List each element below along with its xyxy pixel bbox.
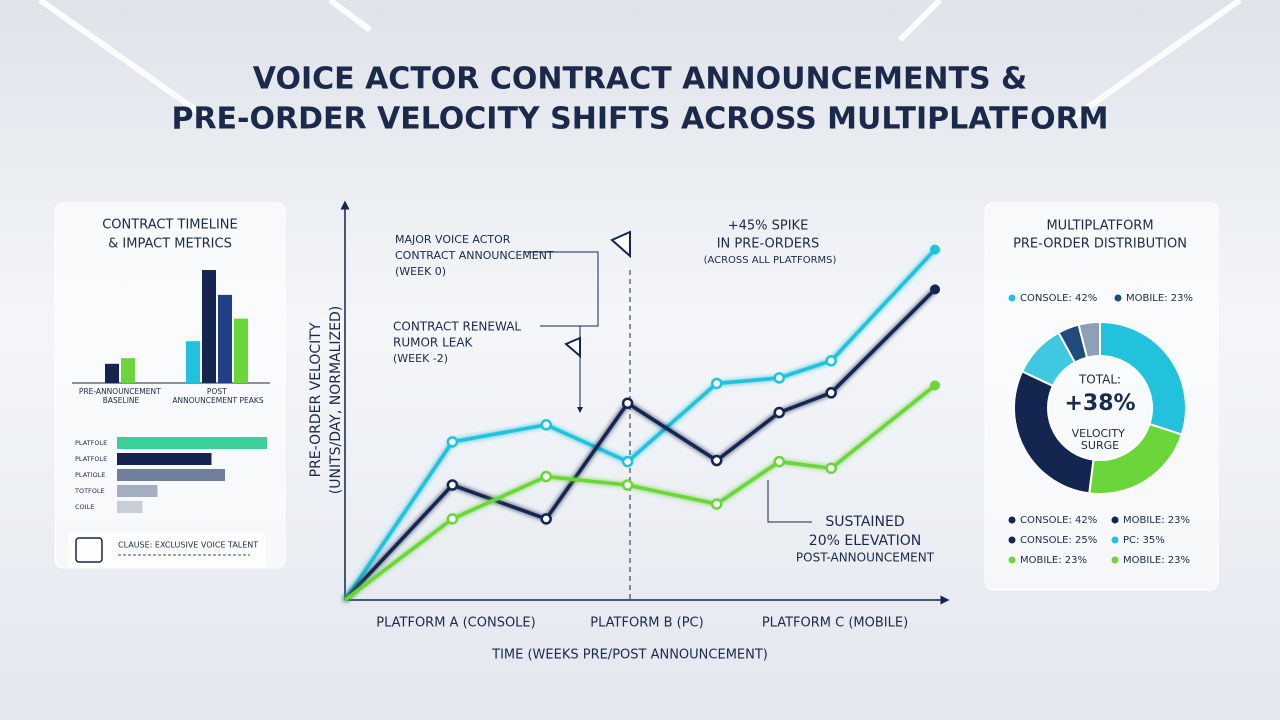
y-tick-label: COILE: [75, 503, 94, 511]
x-axis-label: TIME (WEEKS PRE/POST ANNOUNCEMENT): [491, 648, 768, 663]
left-panel: [54, 202, 286, 569]
data-point: [446, 436, 459, 448]
annotation: (WEEK 0): [395, 265, 446, 278]
end-point: [930, 244, 940, 255]
annotation: RUMOR LEAK: [393, 336, 474, 350]
legend-label: MOBILE: 23%: [1123, 515, 1190, 526]
series-line: [343, 248, 937, 601]
panel-title: CONTRACT TIMELINE: [102, 218, 238, 233]
legend-label: CONSOLE: 42%: [1020, 515, 1097, 526]
megaphone-icon: [564, 336, 581, 359]
data-point: [540, 470, 552, 483]
calendar-icon: [75, 537, 103, 563]
legend-swatch: [1008, 294, 1016, 302]
legend-label: CONSOLE: 42%: [1020, 293, 1097, 304]
panel-title: MULTIPLATFORM: [1046, 219, 1153, 234]
legend-label: MOBILE: 23%: [1020, 555, 1087, 566]
panel-title: & IMPACT METRICS: [108, 237, 232, 252]
page-title: PRE-ORDER VELOCITY SHIFTS ACROSS MULTIPL…: [171, 102, 1108, 137]
x-tick-label: POST ANNOUNCEMENT PEAKS: [172, 387, 263, 405]
x-group-label: PLATFORM A (CONSOLE): [376, 616, 535, 631]
page-title: VOICE ACTOR CONTRACT ANNOUNCEMENTS &: [253, 62, 1027, 97]
bar: [117, 469, 225, 481]
data-point: [710, 454, 723, 467]
end-point: [930, 284, 940, 295]
data-point: [710, 498, 723, 510]
legend-swatch: [1111, 556, 1119, 564]
data-point: [773, 372, 785, 384]
annotation: +45% SPIKE: [728, 219, 809, 234]
data-point: [540, 419, 552, 431]
center-text: TOTAL:: [1078, 373, 1121, 387]
annotation: IN PRE-ORDERS: [717, 237, 820, 252]
legend-label: PC: 35%: [1123, 535, 1165, 546]
bar: [218, 294, 232, 383]
annotation: 20% ELEVATION: [809, 533, 921, 549]
megaphone-icon: [610, 230, 631, 259]
data-point: [446, 513, 459, 525]
data-point: [621, 479, 634, 491]
bar: [117, 485, 158, 497]
legend-swatch: [1008, 556, 1016, 564]
panel-title: PRE-ORDER DISTRIBUTION: [1013, 237, 1187, 252]
y-tick-label: PLATIOLE: [75, 471, 105, 479]
center-text: +38%: [1064, 391, 1135, 416]
data-point: [446, 479, 459, 491]
bar: [117, 453, 212, 465]
connector: [540, 325, 583, 413]
data-point: [773, 406, 785, 419]
data-point: [825, 387, 837, 399]
right-panel: [984, 202, 1219, 591]
data-point: [825, 462, 837, 475]
annotation: (ACROSS ALL PLATFORMS): [704, 255, 837, 266]
data-point: [621, 455, 634, 468]
bar: [202, 270, 216, 383]
connector: [525, 251, 599, 327]
x-group-label: PLATFORM B (PC): [590, 616, 703, 631]
y-tick-label: PLATFOLE: [75, 455, 107, 463]
series-line: [343, 383, 937, 602]
x-group-label: PLATFORM C (MOBILE): [762, 616, 908, 631]
annotation: (WEEK -2): [393, 352, 448, 365]
donut-segment: [1077, 320, 1101, 359]
panel-note: CLAUSE: EXCLUSIVE VOICE TALENT: [118, 541, 258, 550]
y-tick-label: TOTFOLE: [74, 487, 105, 495]
legend-label: MOBILE: 23%: [1123, 555, 1190, 566]
series-line: [343, 288, 937, 602]
data-point: [621, 397, 634, 409]
data-point: [825, 355, 837, 367]
ceiling-lights: [38, 0, 1242, 123]
center-text: VELOCITY SURGE: [1072, 427, 1129, 452]
annotation: MAJOR VOICE ACTOR: [395, 233, 511, 246]
y-tick-label: PLATFOLE: [75, 439, 107, 447]
end-point: [930, 380, 940, 391]
x-tick-label: PRE-ANNOUNCEMENT BASELINE: [79, 387, 163, 405]
data-point: [710, 377, 723, 390]
legend-swatch: [1114, 294, 1122, 302]
legend-label: MOBILE: 23%: [1126, 293, 1193, 304]
data-point: [540, 513, 552, 525]
legend-swatch: [1008, 536, 1016, 544]
bar: [117, 437, 267, 449]
legend-label: CONSOLE: 25%: [1020, 535, 1097, 546]
annotation: SUSTAINED: [825, 514, 904, 530]
legend-swatch: [1111, 516, 1119, 524]
legend-swatch: [1008, 516, 1016, 524]
note-box: [68, 532, 266, 568]
connector: [767, 480, 812, 523]
legend-swatch: [1111, 536, 1119, 544]
y-axis-label: PRE-ORDER VELOCITY: [308, 322, 324, 477]
bar: [121, 358, 135, 383]
bar: [234, 318, 248, 383]
bar: [186, 341, 200, 383]
data-point: [773, 455, 785, 468]
bar: [117, 501, 143, 513]
annotation: POST-ANNOUNCEMENT: [796, 551, 935, 565]
y-axis-label: (UNITS/DAY, NORMALIZED): [328, 306, 344, 494]
bar: [105, 363, 119, 383]
annotation: CONTRACT ANNOUNCEMENT: [395, 249, 554, 262]
annotation: CONTRACT RENEWAL: [393, 320, 521, 334]
